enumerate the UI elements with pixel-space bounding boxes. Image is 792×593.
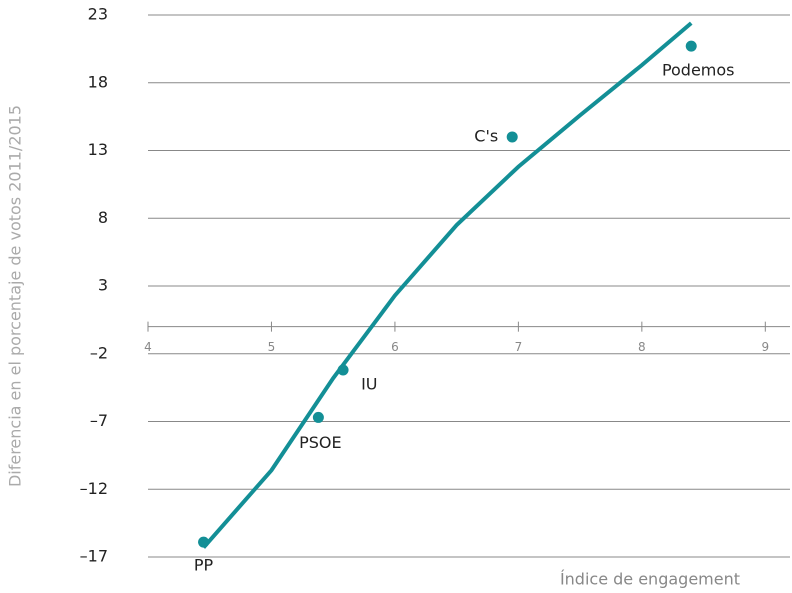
trend-line bbox=[202, 21, 693, 549]
point-label: Podemos bbox=[662, 61, 735, 80]
x-tick-label: 7 bbox=[515, 340, 523, 354]
y-tick-label: –17 bbox=[80, 547, 108, 566]
point bbox=[198, 536, 210, 548]
y-tick-label: –12 bbox=[80, 479, 108, 498]
y-tick-label: 8 bbox=[98, 208, 108, 227]
point-label: IU bbox=[361, 375, 377, 394]
y-tick-label: –2 bbox=[90, 343, 108, 362]
point-label: PP bbox=[194, 556, 214, 575]
x-tick-label: 6 bbox=[391, 340, 399, 354]
x-tick-label: 8 bbox=[638, 340, 646, 354]
point-label: C's bbox=[474, 126, 498, 145]
y-tick-label: –7 bbox=[90, 411, 108, 430]
y-tick-label: 3 bbox=[98, 276, 108, 295]
point bbox=[506, 131, 518, 143]
point bbox=[312, 411, 324, 423]
x-tick-label: 9 bbox=[761, 340, 769, 354]
y-axis-label: Diferencia en el porcentaje de votos 201… bbox=[6, 105, 25, 487]
x-tick-label: 4 bbox=[144, 340, 152, 354]
point bbox=[685, 40, 697, 52]
point-label: PSOE bbox=[299, 433, 342, 452]
point bbox=[337, 364, 349, 376]
x-axis-label: Índice de engagement bbox=[560, 570, 740, 589]
x-tick-label: 5 bbox=[268, 340, 276, 354]
y-tick-label: 23 bbox=[88, 5, 108, 24]
y-tick-label: 18 bbox=[88, 72, 108, 91]
y-tick-label: 13 bbox=[88, 140, 108, 159]
